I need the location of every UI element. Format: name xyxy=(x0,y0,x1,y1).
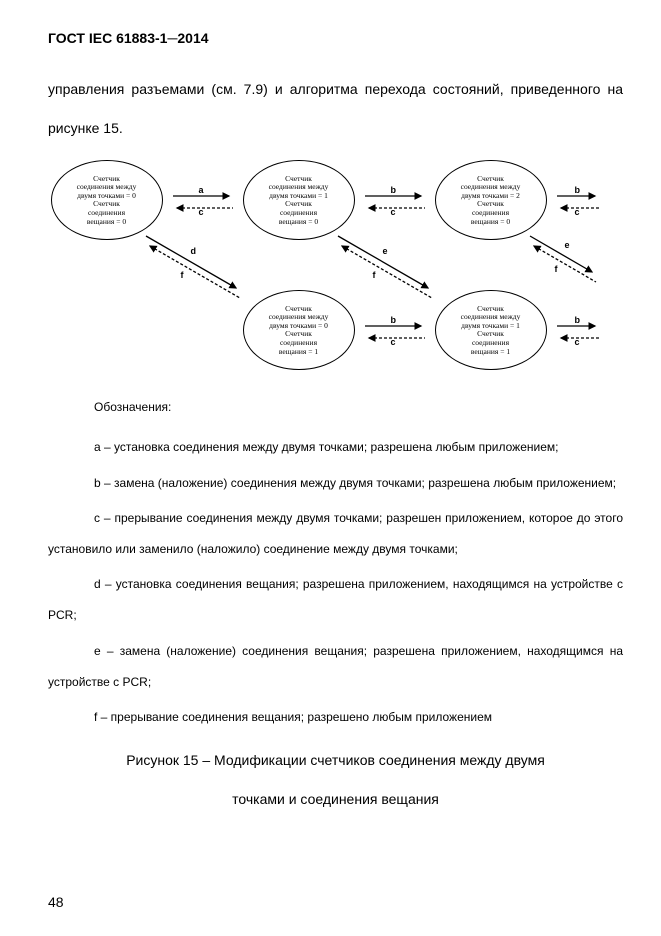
diagonal-df-0: d f xyxy=(136,228,256,313)
caption-line2: точками и соединения вещания xyxy=(48,780,623,819)
state-diagram: Счетчик соединения между двумя точками =… xyxy=(51,160,621,390)
legend-item-f: f – прерывание соединения вещания; разре… xyxy=(48,702,623,733)
intro-text: управления разъемами (см. 7.9) и алгорит… xyxy=(48,70,623,148)
page-number: 48 xyxy=(48,894,64,910)
document-header: ГОСТ IEC 61883-1─2014 xyxy=(48,30,623,46)
legend-item-c: c – прерывание соединения между двумя то… xyxy=(48,503,623,565)
caption-line1: Рисунок 15 – Модификации счетчиков соеди… xyxy=(48,741,623,780)
figure-caption: Рисунок 15 – Модификации счетчиков соеди… xyxy=(48,741,623,819)
legend-item-e: e – замена (наложение) соединения вещани… xyxy=(48,636,623,698)
legend-item-d: d – установка соединения вещания; разреш… xyxy=(48,569,623,631)
legend-item-a: a – установка соединения между двумя точ… xyxy=(48,432,623,463)
legend-title: Обозначения: xyxy=(94,400,623,414)
legend-item-b: b – замена (наложение) соединения между … xyxy=(48,468,623,499)
intro-line1: управления разъемами (см. 7.9) и алгорит… xyxy=(48,81,504,97)
arrows-top-12: b c xyxy=(361,190,431,217)
arrows-top-right: b c xyxy=(553,190,603,217)
arrows-top-01: a c xyxy=(169,190,239,217)
arrows-bottom-01: b c xyxy=(361,320,431,347)
diagonal-ef-1: e f xyxy=(328,228,448,313)
arrows-bottom-right: b c xyxy=(553,320,603,347)
diagonal-ef-2: e f xyxy=(520,228,620,303)
